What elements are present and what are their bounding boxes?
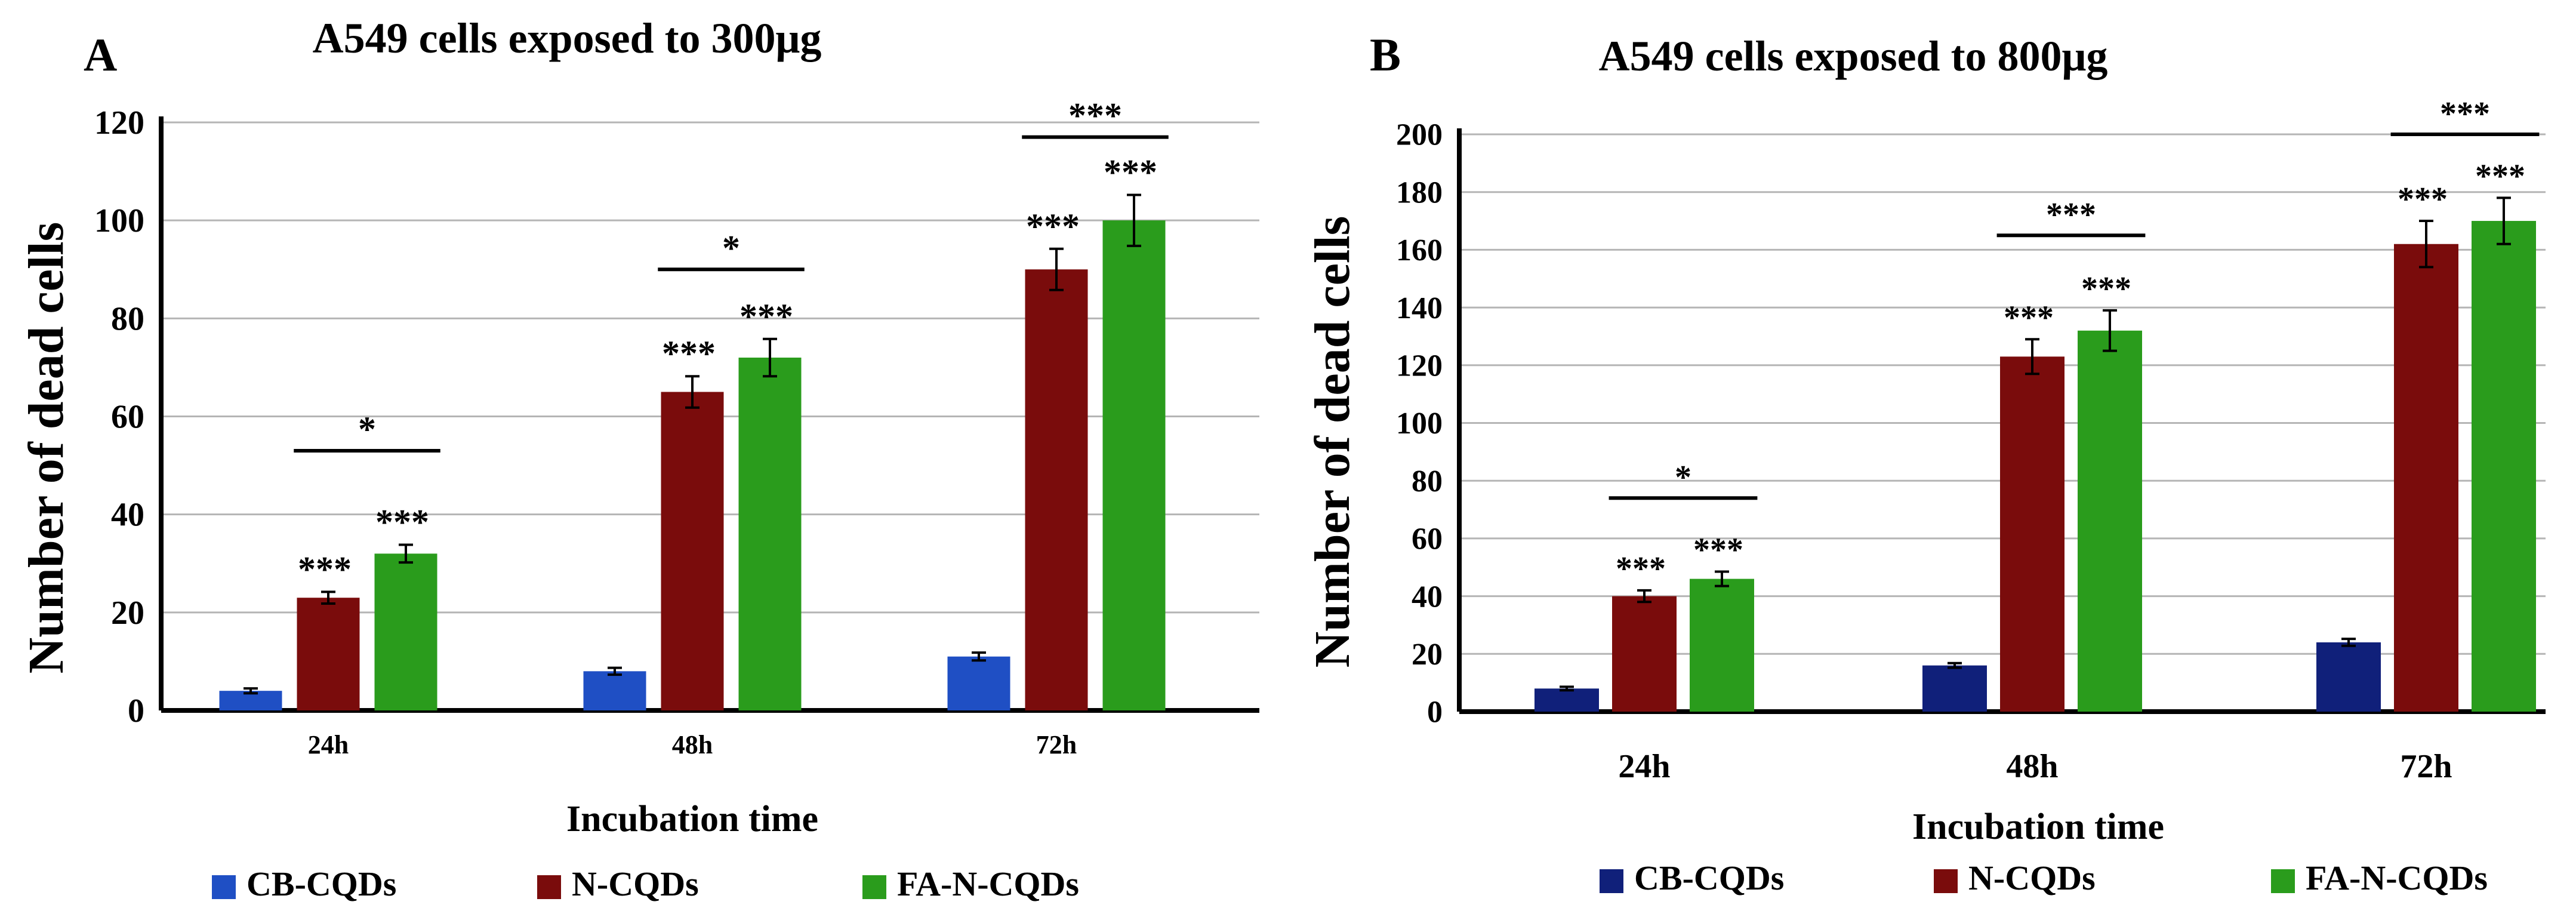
bracket-stars: *	[358, 410, 376, 449]
significance-stars: ***	[1026, 207, 1080, 246]
panel-label: A	[84, 29, 117, 81]
y-tick-label: 0	[128, 693, 144, 730]
chart-title: A549 cells exposed to 300μg	[313, 14, 822, 62]
chart-panel-a: A A549 cells exposed to 300μg 0 20 40 60 80 1…	[19, 14, 1259, 903]
panel-label: B	[1370, 29, 1401, 81]
chart-panel-b: B A549 cells exposed to 800μg 0 20 40 60 80 1…	[1305, 29, 2546, 897]
bar	[297, 598, 360, 710]
x-tick-label: 24h	[308, 730, 349, 759]
significance-stars: ***	[1104, 152, 1157, 192]
legend-swatch	[537, 875, 561, 899]
bar	[661, 392, 724, 710]
bar	[947, 656, 1010, 710]
y-tick-label: 120	[1396, 349, 1443, 383]
significance-stars: ***	[1693, 532, 1743, 569]
x-axis-label: Incubation time	[566, 799, 818, 839]
legend-swatch	[212, 875, 236, 899]
x-tick-label: 24h	[1618, 748, 1670, 785]
significance-stars: ***	[375, 503, 429, 542]
x-tick-label: 48h	[672, 730, 713, 759]
y-tick-label: 20	[111, 595, 144, 632]
bar	[2316, 642, 2381, 712]
legend-swatch	[1600, 869, 1623, 893]
legend-label: CB-CQDs	[246, 864, 396, 903]
y-tick-label: 20	[1412, 638, 1443, 672]
bar	[1690, 578, 1754, 712]
significance-stars: ***	[2081, 270, 2131, 307]
bar	[2078, 330, 2142, 712]
bar	[583, 671, 646, 710]
y-tick-label: 40	[1412, 580, 1443, 614]
y-tick-label: 100	[94, 202, 144, 239]
bar	[1102, 220, 1166, 711]
significance-stars: ***	[2475, 158, 2525, 195]
significance-stars: ***	[662, 334, 716, 373]
legend-label: N-CQDs	[1968, 858, 2096, 897]
chart-title: A549 cells exposed to 800μg	[1599, 32, 2108, 80]
y-tick-label: 80	[111, 300, 144, 337]
significance-annotations: ***********************	[294, 96, 1169, 589]
significance-annotations: *************************	[1609, 96, 2540, 587]
bar	[374, 553, 437, 710]
x-axis-label: Incubation time	[1912, 807, 2164, 847]
significance-stars: ***	[298, 549, 352, 589]
legend-swatch	[1934, 869, 1958, 893]
bar	[1922, 665, 1987, 712]
bar	[2000, 356, 2065, 712]
y-axis-label: Number of dead cells	[19, 222, 74, 674]
y-tick-label: 40	[111, 497, 144, 534]
y-axis-label: Number of dead cells	[1305, 216, 1360, 668]
bracket-stars: ***	[2440, 96, 2490, 133]
legend-label: CB-CQDs	[1634, 858, 1784, 897]
significance-stars: ***	[2398, 181, 2448, 218]
bar	[1612, 596, 1677, 712]
legend-label: FA-N-CQDs	[897, 864, 1079, 903]
bracket-stars: ***	[2046, 196, 2096, 233]
significance-stars: ***	[1616, 550, 1666, 587]
bars	[219, 193, 1166, 711]
y-tick-label: 160	[1396, 233, 1443, 267]
y-tick-labels: 0 20 40 60 80 100 120	[94, 104, 144, 730]
x-tick-labels: 24h 48h 72h	[308, 730, 1077, 759]
significance-stars: ***	[739, 297, 793, 336]
y-tick-label: 60	[1412, 522, 1443, 556]
x-tick-label: 48h	[2006, 748, 2058, 785]
bar	[738, 358, 802, 710]
bracket-stars: ***	[1068, 96, 1122, 136]
bars	[1534, 196, 2536, 712]
legend: CB-CQDs N-CQDs FA-N-CQDs	[212, 864, 1079, 903]
y-tick-label: 60	[111, 399, 144, 436]
y-tick-labels: 0 20 40 60 80 100 120 140 160 180 200	[1396, 118, 1443, 730]
bar	[2394, 244, 2458, 712]
legend: CB-CQDs N-CQDs FA-N-CQDs	[1600, 858, 2488, 897]
legend-label: FA-N-CQDs	[2306, 858, 2488, 897]
legend-swatch	[2271, 869, 2295, 893]
y-tick-label: 140	[1396, 291, 1443, 325]
legend-label: N-CQDs	[572, 864, 699, 903]
x-tick-label: 72h	[1036, 730, 1077, 759]
bar	[2472, 221, 2536, 712]
bar	[1534, 688, 1599, 712]
y-tick-label: 100	[1396, 407, 1443, 441]
y-tick-label: 180	[1396, 176, 1443, 210]
significance-stars: ***	[2004, 299, 2054, 336]
y-tick-label: 80	[1412, 464, 1443, 498]
y-tick-label: 120	[94, 104, 144, 141]
x-tick-label: 72h	[2400, 748, 2452, 785]
bar	[1025, 269, 1088, 710]
bracket-stars: *	[722, 228, 740, 267]
bracket-stars: *	[1675, 459, 1691, 496]
y-tick-label: 200	[1396, 118, 1443, 152]
y-tick-label: 0	[1427, 696, 1443, 730]
legend-swatch	[862, 875, 886, 899]
x-tick-labels: 24h 48h 72h	[1618, 748, 2452, 785]
